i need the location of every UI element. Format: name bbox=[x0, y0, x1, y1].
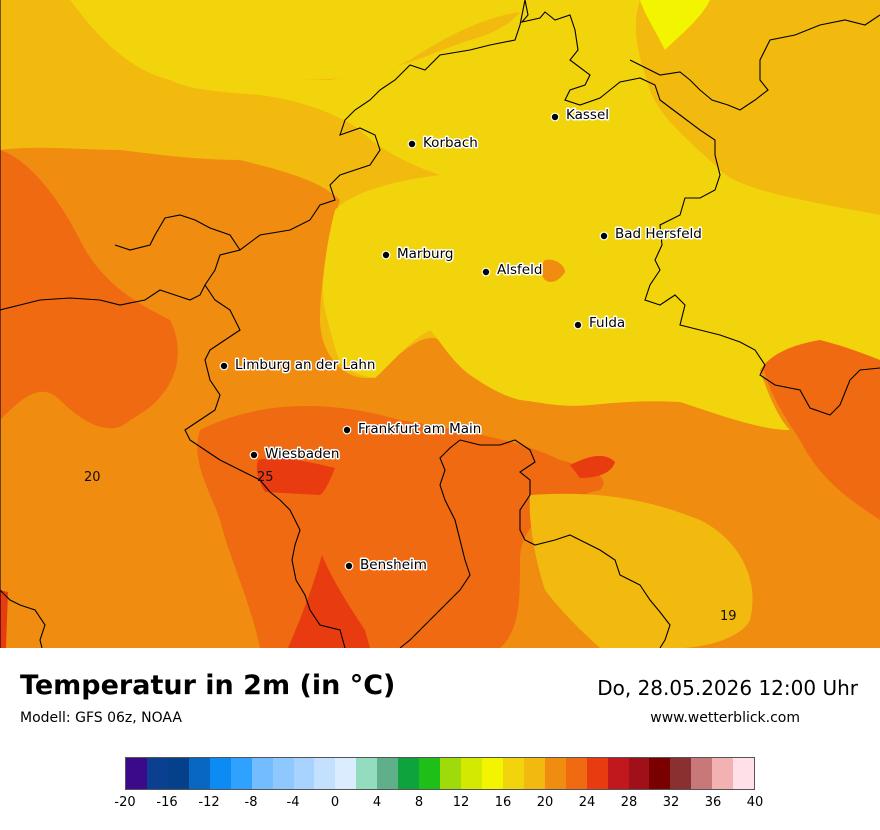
city-label-wiesbaden: Wiesbaden bbox=[265, 446, 339, 462]
legend-swatch bbox=[502, 758, 524, 789]
city-marker-kassel bbox=[550, 112, 560, 122]
legend-tick-label: -8 bbox=[244, 795, 258, 810]
temp-zone-24-26-east bbox=[570, 455, 615, 478]
city-label-kassel: Kassel bbox=[566, 107, 609, 123]
legend-tick-label: 12 bbox=[452, 795, 470, 810]
temp-zone-24-26-wiesbaden bbox=[256, 458, 335, 495]
temp-zone-18-20-southeast bbox=[529, 493, 753, 648]
city-label-frankfurt: Frankfurt am Main bbox=[358, 421, 481, 437]
legend-swatch bbox=[523, 758, 545, 789]
legend-swatch bbox=[335, 758, 357, 789]
legend-swatch bbox=[377, 758, 399, 789]
legend-swatch bbox=[733, 758, 755, 789]
city-label-bad-hersfeld: Bad Hersfeld bbox=[615, 226, 702, 242]
city-label-limburg: Limburg an der Lahn bbox=[235, 357, 375, 373]
temp-zone-16-18-north bbox=[70, 0, 880, 430]
legend-swatch bbox=[293, 758, 315, 789]
contour-label-19: 19 bbox=[720, 609, 737, 624]
legend-tick-label: 24 bbox=[578, 795, 596, 810]
forecast-datetime: Do, 28.05.2026 12:00 Uhr bbox=[597, 676, 858, 700]
legend-swatch bbox=[209, 758, 231, 789]
legend-swatch bbox=[230, 758, 252, 789]
legend-swatch bbox=[356, 758, 378, 789]
temp-zone-24-26-edge bbox=[0, 590, 8, 648]
legend-swatch bbox=[461, 758, 482, 789]
city-marker-bad-hersfeld bbox=[599, 231, 609, 241]
legend-swatch bbox=[607, 758, 629, 789]
temp-zone-alsfeld-spot bbox=[541, 259, 565, 283]
city-label-alsfeld: Alsfeld bbox=[497, 262, 542, 278]
legend-swatch bbox=[398, 758, 420, 789]
contour-label-20: 20 bbox=[84, 470, 101, 485]
legend-tick-label: 40 bbox=[746, 795, 764, 810]
city-marker-limburg bbox=[219, 361, 229, 371]
city-label-bensheim: Bensheim bbox=[360, 557, 427, 573]
legend-swatch bbox=[481, 758, 503, 789]
city-marker-bensheim bbox=[344, 561, 354, 571]
city-label-fulda: Fulda bbox=[589, 315, 625, 331]
legend-swatch bbox=[188, 758, 210, 789]
temp-zone-16-18-northcentral bbox=[170, 12, 573, 230]
legend-tick-label: 20 bbox=[536, 795, 554, 810]
city-marker-fulda bbox=[573, 320, 583, 330]
city-label-korbach: Korbach bbox=[423, 135, 478, 151]
legend-tick-label: -16 bbox=[156, 795, 178, 810]
city-marker-wiesbaden bbox=[249, 450, 259, 460]
legend-tick-label: 4 bbox=[372, 795, 382, 810]
legend-swatch bbox=[146, 758, 168, 789]
temperature-map: Kassel Korbach Bad Hersfeld Marburg Alsf… bbox=[0, 0, 880, 648]
city-marker-frankfurt bbox=[342, 425, 352, 435]
legend-tick-label: 32 bbox=[662, 795, 680, 810]
city-marker-korbach bbox=[407, 139, 417, 149]
legend-tick-label: 0 bbox=[330, 795, 340, 810]
legend-tick-label: -20 bbox=[114, 795, 136, 810]
legend-tick-label: -4 bbox=[286, 795, 300, 810]
temp-zone-24-26-bensheim bbox=[288, 555, 370, 648]
legend-swatch bbox=[419, 758, 441, 789]
legend-swatch bbox=[586, 758, 608, 789]
legend-tick-label: 16 bbox=[494, 795, 512, 810]
temp-zone-14-16-north bbox=[640, 0, 710, 50]
legend-swatch bbox=[670, 758, 692, 789]
state-borders bbox=[0, 0, 880, 648]
legend-swatch bbox=[167, 758, 189, 789]
legend-tick-labels: -20 -16 -12 -8 -4 0 4 8 12 16 20 24 28 32 36 40 bbox=[114, 795, 763, 815]
legend-swatch bbox=[251, 758, 273, 789]
city-label-marburg: Marburg bbox=[397, 246, 453, 262]
model-info: Modell: GFS 06z, NOAA bbox=[20, 710, 182, 726]
legend-tick-label: 28 bbox=[620, 795, 638, 810]
website-link[interactable]: www.wetterblick.com bbox=[650, 710, 800, 726]
city-marker-alsfeld bbox=[481, 267, 491, 277]
legend-tick-label: -12 bbox=[198, 795, 220, 810]
color-scale-legend bbox=[125, 757, 755, 790]
legend-swatch bbox=[314, 758, 336, 789]
legend-swatch bbox=[691, 758, 713, 789]
city-marker-marburg bbox=[381, 250, 391, 260]
legend-swatch bbox=[649, 758, 671, 789]
legend-swatch bbox=[712, 758, 734, 789]
temp-zone-22-24-east bbox=[760, 329, 880, 520]
chart-title: Temperatur in 2m (in °C) bbox=[20, 670, 396, 701]
temp-zone-22-24-west bbox=[0, 150, 178, 429]
legend-swatch bbox=[126, 758, 147, 789]
legend-tick-label: 36 bbox=[704, 795, 722, 810]
legend-swatch bbox=[565, 758, 587, 789]
legend-swatch bbox=[628, 758, 650, 789]
legend-swatch bbox=[544, 758, 566, 789]
legend-swatch bbox=[440, 758, 461, 789]
contour-label-25: 25 bbox=[257, 470, 274, 485]
legend-tick-label: 8 bbox=[414, 795, 424, 810]
city-markers bbox=[219, 112, 609, 571]
legend-swatch bbox=[272, 758, 294, 789]
